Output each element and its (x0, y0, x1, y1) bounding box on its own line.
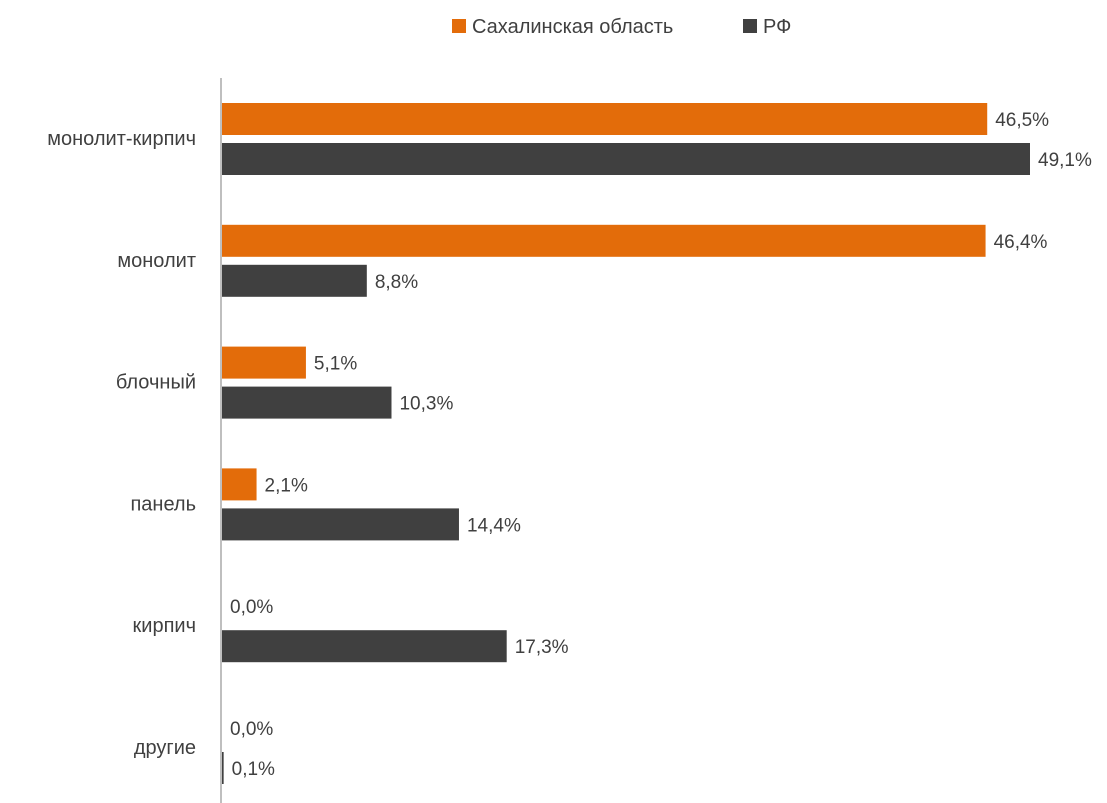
data-label: 10,3% (399, 394, 453, 415)
data-label: 2,1% (265, 475, 308, 496)
data-label: 8,8% (375, 272, 418, 293)
category-label: другие (134, 737, 196, 759)
legend-swatch-0 (452, 19, 466, 33)
data-label: 14,4% (467, 515, 521, 536)
bar (222, 752, 224, 784)
category-label: монолит (117, 250, 196, 272)
ticks: монолит-кирпич монолит блочный панель кирпич… (47, 128, 196, 759)
data-label: 49,1% (1038, 150, 1092, 171)
data-label: 46,4% (994, 232, 1048, 253)
bar (222, 224, 986, 257)
bar (222, 508, 459, 541)
data-label: 0,0% (230, 597, 273, 618)
data-label: 5,1% (314, 354, 357, 375)
category-label: монолит-кирпич (47, 128, 196, 150)
labels: 46,5% 49,1% 46,4% 8,8% 5,1% 10,3% 2,1% 14,4% 0,0… (230, 110, 1092, 780)
bar (222, 630, 507, 663)
bars (222, 103, 1030, 784)
bar (222, 143, 1030, 175)
data-label: 0,1% (232, 759, 275, 780)
bar (222, 264, 367, 297)
data-label: 46,5% (995, 110, 1049, 131)
legend-label-0: Сахалинская область (472, 16, 673, 38)
bar (222, 468, 257, 501)
category-label: панель (130, 493, 196, 515)
data-label: 17,3% (515, 637, 569, 658)
legend-swatch-1 (743, 19, 757, 33)
legend-label-1: РФ (763, 16, 791, 38)
bar (222, 103, 988, 135)
data-label: 0,0% (230, 719, 273, 740)
category-label: кирпич (133, 615, 196, 637)
category-label: блочный (116, 372, 196, 394)
bar (222, 386, 392, 419)
legend: Сахалинская область РФ (452, 16, 791, 38)
bar (222, 346, 306, 379)
